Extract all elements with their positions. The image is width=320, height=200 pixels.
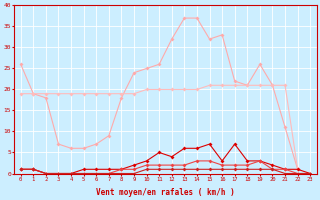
X-axis label: Vent moyen/en rafales ( km/h ): Vent moyen/en rafales ( km/h ) [96, 188, 235, 197]
